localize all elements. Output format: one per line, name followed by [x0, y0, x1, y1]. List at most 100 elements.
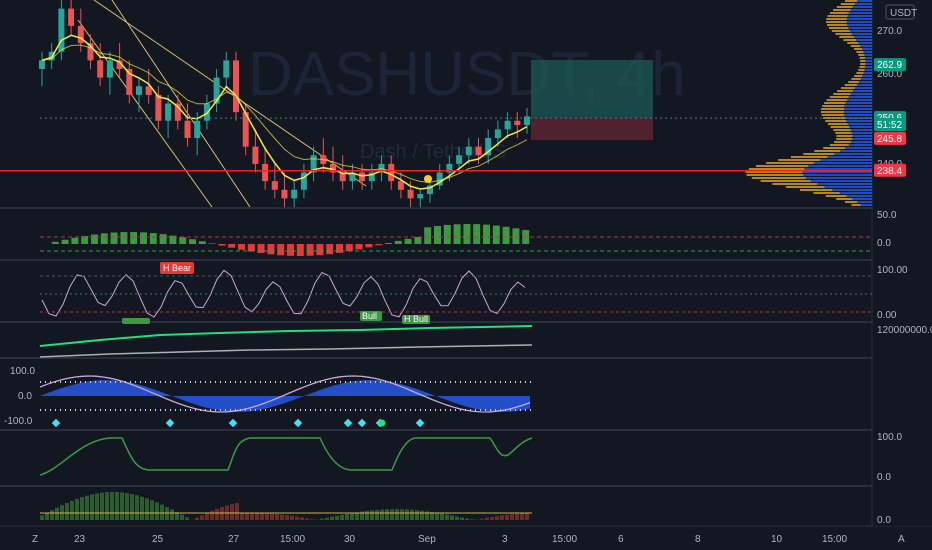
histogram-bar [405, 509, 409, 520]
volume-profile-bar [802, 171, 872, 173]
signal-dot [424, 175, 432, 183]
volume-profile-bar [854, 36, 872, 38]
volume-profile-bar [844, 201, 858, 203]
histogram-bar [310, 519, 314, 520]
auto-scale-toggle[interactable]: A [898, 534, 905, 545]
volume-profile-bar [856, 51, 864, 53]
macd-bar [443, 224, 451, 244]
time-axis[interactable]: Z 23 25 27 15:00 30 Sep 3 15:00 6 8 10 1… [32, 534, 905, 545]
histogram-bar [95, 493, 99, 520]
candle-body [310, 155, 317, 173]
histogram-bar [510, 514, 514, 520]
macd-bar [208, 243, 216, 244]
volume-profile-bar [843, 111, 872, 113]
histogram-bar [180, 514, 184, 520]
volume-profile-bar [846, 195, 872, 197]
volume-profile-bar [847, 24, 872, 26]
histogram-bar [135, 495, 139, 520]
volume-profile-bar [823, 147, 846, 149]
histogram-bar [325, 517, 329, 520]
stoch-tick-0: 0.00 [877, 310, 897, 321]
candle-body [165, 103, 172, 121]
volume-profile-bar [851, 132, 872, 134]
volume-profile-bar [820, 159, 872, 161]
histogram-bar [400, 509, 404, 520]
histogram-bar [320, 518, 324, 520]
wave-diamond [357, 418, 367, 428]
volume-profile-bar [805, 177, 872, 179]
histogram-bar [250, 512, 254, 520]
histogram-bar [480, 518, 484, 520]
symbol-subtitle-watermark: Dash / TetherUS [360, 141, 506, 163]
candle-body [106, 60, 113, 78]
volume-profile-bar [848, 81, 859, 83]
take-profit-zone[interactable] [531, 60, 653, 118]
wave-diamond [165, 418, 175, 428]
time-label-1500b: 15:00 [552, 534, 577, 545]
wave-buy-dot [378, 419, 386, 427]
volume-profile-bar [823, 117, 846, 119]
histogram-bar [175, 512, 179, 520]
candle-body [68, 8, 75, 26]
volume-profile-bar [748, 168, 805, 170]
stop-loss-zone[interactable] [531, 118, 653, 140]
candlestick-series[interactable] [39, 0, 530, 207]
candle-body [271, 181, 278, 190]
histogram-bar [65, 502, 69, 520]
macd-bar [483, 224, 490, 244]
volume-profile-bar [864, 69, 872, 71]
histogram-bar [55, 507, 59, 520]
volume-profile-bar [851, 78, 861, 80]
candle-body [465, 146, 472, 156]
candle-body [446, 163, 453, 173]
volume-profile-bar [778, 159, 821, 161]
histogram-bar [125, 493, 129, 520]
histogram-bar [440, 513, 444, 520]
wave-diamond [51, 418, 61, 428]
macd-bar [365, 244, 373, 248]
volume-profile-bar [843, 39, 857, 41]
time-label-23: 23 [74, 534, 86, 545]
macd-bar [198, 241, 206, 244]
macd-bar [355, 244, 363, 250]
volume-profile-bar [813, 192, 840, 194]
volume-profile-bar [760, 180, 811, 182]
wave-line [39, 375, 531, 413]
volume-profile-bar [854, 75, 863, 77]
volume-profile-bar [856, 72, 864, 74]
candle-body [77, 25, 84, 44]
volume-profile-bar [830, 126, 850, 128]
histogram-bar [360, 511, 364, 520]
timezone-toggle[interactable]: Z [32, 534, 38, 545]
candle-body [397, 181, 404, 190]
volume-profile-bar [826, 24, 848, 26]
wave-trend-pane[interactable] [39, 375, 531, 428]
time-label-27: 27 [228, 534, 240, 545]
macd-bar [149, 233, 157, 244]
histogram-bar [45, 512, 49, 520]
candle-body [58, 8, 65, 52]
histogram-bar [205, 512, 209, 520]
volume-profile-bar [837, 90, 853, 92]
macd-bar [502, 226, 510, 244]
volume-profile-bar [821, 108, 845, 110]
volume-profile-bar [848, 27, 872, 29]
price-axis[interactable]: USDT 270.0 260.0 240.0 262.9250.7250.651… [4, 0, 932, 526]
histogram-bar [120, 492, 124, 520]
volume-profile-bar [846, 18, 872, 20]
volume-profile-bar [822, 105, 845, 107]
macd-tick-50: 50.0 [877, 210, 897, 221]
macd-bar [228, 244, 236, 248]
volume-profile-bar [810, 180, 872, 182]
histogram-bar [370, 510, 374, 520]
wave-tick-0: 0.0 [18, 391, 32, 402]
histogram-bar [430, 512, 434, 520]
volume-profile [745, 0, 872, 206]
volume-profile-bar [833, 93, 851, 95]
macd-bar [61, 239, 69, 244]
volume-profile-bar [835, 33, 852, 35]
macd-pane[interactable] [51, 224, 530, 256]
volume-profile-bar [860, 78, 872, 80]
histogram-bar [255, 512, 259, 520]
